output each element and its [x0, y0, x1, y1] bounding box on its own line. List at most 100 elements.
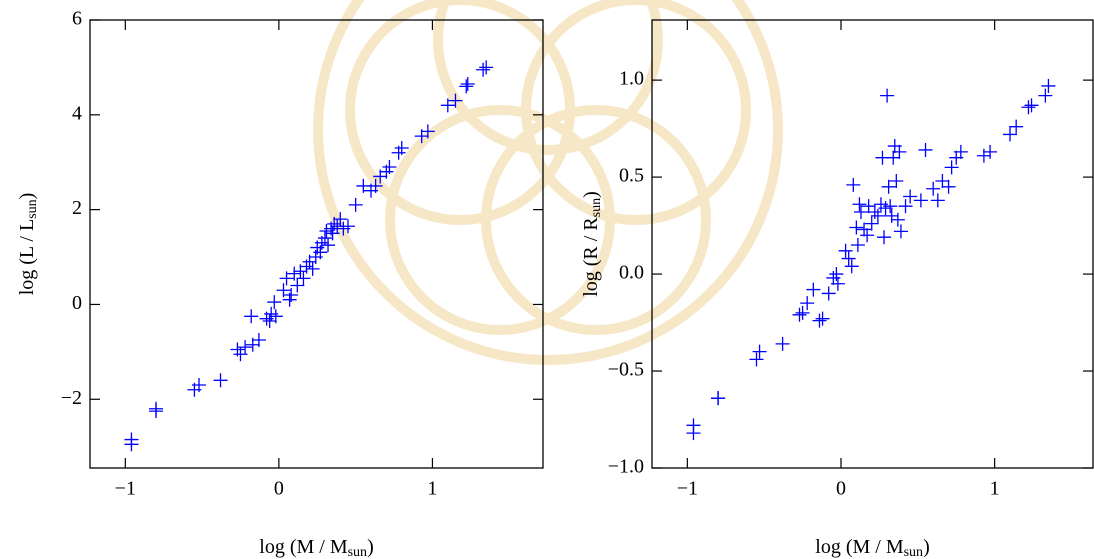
- point: [752, 344, 767, 359]
- point: [953, 144, 968, 159]
- point: [448, 93, 463, 108]
- y-axis-label-part: ): [16, 193, 38, 200]
- point: [1021, 100, 1036, 115]
- point: [476, 62, 491, 77]
- point: [267, 295, 282, 310]
- y-tick-label: 0.0: [619, 262, 644, 284]
- point: [775, 336, 790, 351]
- point: [356, 178, 371, 193]
- point: [268, 309, 283, 324]
- point: [864, 216, 879, 231]
- point: [886, 150, 901, 165]
- point: [857, 222, 872, 237]
- point: [382, 159, 397, 174]
- point: [305, 261, 320, 276]
- point: [287, 266, 302, 281]
- point: [930, 193, 945, 208]
- y-axis-label-part: ): [580, 191, 602, 198]
- point: [290, 278, 305, 293]
- point: [284, 287, 299, 302]
- x-axis-label-part: ): [923, 536, 930, 558]
- y-axis-label-part: log (L / L: [16, 219, 38, 295]
- point: [149, 404, 164, 419]
- y-tick-label: 4: [72, 102, 82, 124]
- x-axis-label-part: ): [367, 536, 374, 558]
- point: [983, 144, 998, 159]
- point: [279, 271, 294, 286]
- x-axis-label: log (M / Msun): [259, 536, 373, 559]
- x-axis-label: log (M / Msun): [815, 536, 929, 559]
- point: [238, 340, 253, 355]
- point: [918, 142, 933, 157]
- y-tick-label: 1.0: [619, 68, 644, 90]
- point: [192, 378, 207, 393]
- point: [830, 276, 845, 291]
- point: [841, 251, 856, 266]
- point: [829, 267, 844, 282]
- point: [1009, 119, 1024, 134]
- x-tick-label: 1: [427, 478, 437, 500]
- point: [935, 173, 950, 188]
- point: [877, 230, 892, 245]
- point: [850, 237, 865, 252]
- point: [890, 212, 905, 227]
- point: [893, 224, 908, 239]
- point: [313, 245, 328, 260]
- point: [749, 352, 764, 367]
- point: [348, 197, 363, 212]
- x-tick-label: 0: [274, 478, 284, 500]
- point: [867, 205, 882, 219]
- point: [459, 79, 474, 94]
- point: [479, 60, 494, 75]
- plot: −1 0 1 −2 0 2 4 6 log (M / Msun) log (L / L sun): [16, 8, 544, 559]
- point: [838, 243, 853, 258]
- point: [860, 228, 875, 243]
- point: [124, 437, 139, 452]
- point: [244, 309, 259, 324]
- point: [852, 197, 867, 212]
- x-tick-label: 1: [990, 478, 1000, 500]
- point: [251, 333, 266, 347]
- point: [233, 347, 248, 362]
- point: [913, 193, 928, 208]
- x-tick-label: 0: [836, 478, 846, 500]
- point: [800, 296, 815, 311]
- y-axis-label: log (R / Rsun): [580, 191, 605, 297]
- x-tick-label: −1: [115, 478, 136, 500]
- point: [898, 199, 913, 214]
- point: [1041, 78, 1056, 93]
- point: [976, 148, 991, 163]
- point: [460, 77, 475, 91]
- point: [1003, 127, 1018, 142]
- point: [686, 426, 701, 441]
- y-tick-label: 6: [72, 8, 82, 30]
- point: [941, 179, 956, 194]
- point: [321, 238, 336, 253]
- point: [846, 177, 861, 192]
- y-axis-label-part: log (R / R: [580, 217, 602, 297]
- point: [1024, 98, 1039, 113]
- point: [944, 160, 959, 175]
- y-tick-label: 0: [72, 292, 82, 314]
- point: [296, 271, 311, 286]
- point: [880, 88, 895, 103]
- y-tick-label: 2: [72, 197, 82, 219]
- x-tick-label: −1: [677, 478, 698, 500]
- point: [806, 282, 821, 297]
- y-tick-label: −0.5: [608, 359, 644, 381]
- y-tick-label: −2: [61, 387, 82, 409]
- y-axis-label-part: sun: [589, 198, 604, 217]
- point: [892, 144, 907, 159]
- point: [792, 307, 807, 322]
- y-tick-label: −1.0: [608, 456, 644, 478]
- point: [861, 199, 876, 214]
- x-axis-label-part: log (M / M: [815, 536, 904, 558]
- point: [870, 208, 885, 223]
- point: [325, 226, 340, 241]
- x-axis-label-part: sun: [348, 545, 367, 559]
- y-tick-label: 0.5: [619, 165, 644, 187]
- point: [883, 199, 898, 214]
